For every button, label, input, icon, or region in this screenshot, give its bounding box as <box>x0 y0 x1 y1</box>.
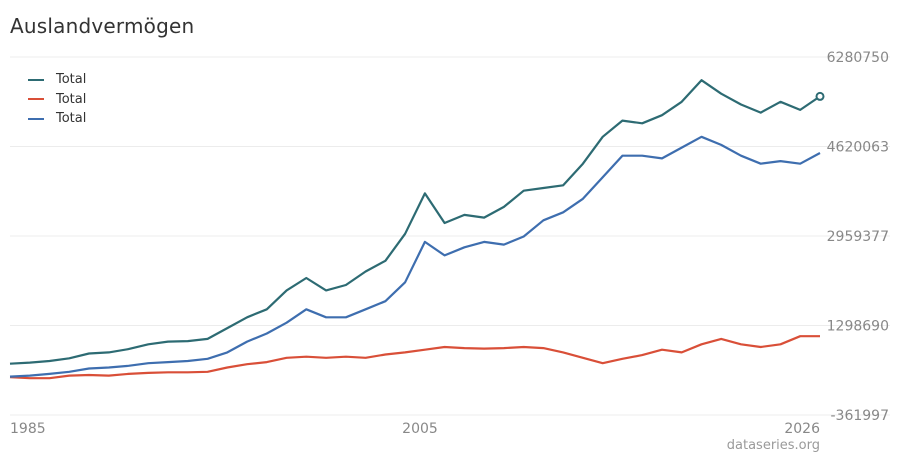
x-axis-tick-labels: 1985 2005 2026 <box>10 421 820 437</box>
y-tick-label: 6280750 <box>827 50 889 66</box>
legend-swatch-3 <box>28 117 44 120</box>
series-line-1[interactable] <box>9 79 821 365</box>
legend-label-3: Total <box>56 111 87 127</box>
series-line-2[interactable] <box>9 335 820 380</box>
legend: Total Total Total <box>28 70 86 129</box>
x-tick-label: 2026 <box>784 421 820 437</box>
legend-label-1: Total <box>56 72 87 88</box>
series-1-end-point[interactable] <box>815 91 825 101</box>
y-tick-label: -361997 <box>831 408 890 424</box>
legend-item-series-1[interactable]: Total <box>28 70 86 90</box>
legend-item-series-3[interactable]: Total <box>28 109 86 129</box>
y-tick-label: 1298690 <box>827 319 889 335</box>
x-tick-label: 2005 <box>402 421 438 437</box>
y-axis-tick-labels: 6280750 4620063 2959377 1298690 -361997 <box>827 50 889 424</box>
legend-swatch-1 <box>28 78 44 81</box>
chart-title: Auslandvermögen <box>10 14 195 38</box>
x-tick-label: 1985 <box>10 421 46 437</box>
legend-label-2: Total <box>56 91 87 107</box>
legend-swatch-2 <box>28 98 44 101</box>
series-line-3[interactable] <box>9 135 821 378</box>
grid-lines <box>10 56 890 416</box>
series-lines <box>9 79 825 380</box>
y-tick-label: 4620063 <box>827 140 889 156</box>
y-tick-label: 2959377 <box>827 229 889 245</box>
source-credit[interactable]: dataseries.org <box>726 438 820 453</box>
legend-item-series-2[interactable]: Total <box>28 90 86 110</box>
